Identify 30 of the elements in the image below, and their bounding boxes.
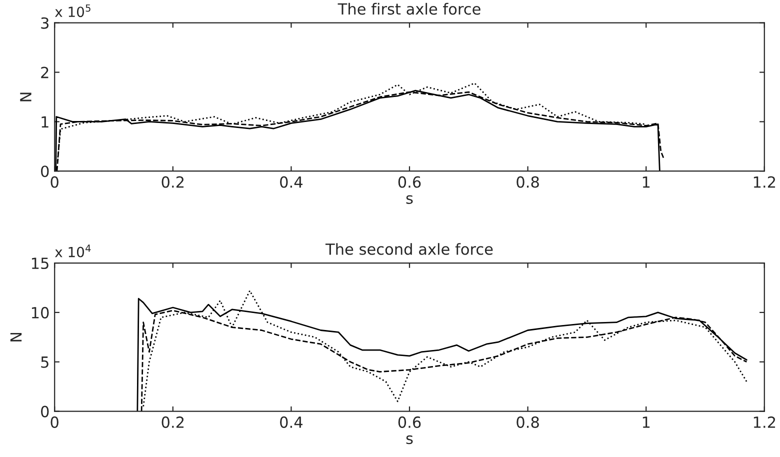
y-tick-label: 1 <box>42 116 48 128</box>
x-tick-label: 1.2 <box>754 176 776 188</box>
text: x 10$^{5}$ <box>55 4 90 18</box>
y-tick-label: 15 <box>32 258 48 270</box>
y-tick-label: 0 <box>41 166 49 178</box>
x-tick-label: 0.4 <box>280 176 302 188</box>
y-tick-label: 3 <box>41 17 49 29</box>
y-axis-title: N <box>20 92 32 102</box>
x-tick-label: 1 <box>642 176 650 188</box>
x-axis-title: s <box>406 195 413 204</box>
y-tick-label: 2 <box>41 66 48 78</box>
y-tick-label: 0 <box>41 406 49 418</box>
x-tick-label: 0.8 <box>516 416 539 428</box>
x-tick-label: 0.6 <box>398 176 421 188</box>
y-axis-title: N <box>10 332 22 342</box>
x-tick-label: 1 <box>642 416 650 428</box>
x-tick-label: 0.2 <box>162 416 184 428</box>
y-tick-label: 10 <box>32 306 49 318</box>
y-tick-label: 5 <box>41 356 48 368</box>
x-tick-label: 0 <box>50 176 58 188</box>
x-axis-title: s <box>406 435 413 444</box>
chart-title: The first axle force <box>338 2 480 15</box>
chart-title: The second axle force <box>325 243 493 255</box>
x-tick-label: 0.2 <box>162 176 184 188</box>
x-tick-label: 0 <box>50 416 58 428</box>
text: x 10$^{4}$ <box>55 244 91 258</box>
x-tick-label: 1.2 <box>754 416 776 428</box>
x-tick-label: 0.8 <box>516 176 539 188</box>
x-tick-label: 0.6 <box>398 416 421 428</box>
x-tick-label: 0.4 <box>280 416 302 428</box>
